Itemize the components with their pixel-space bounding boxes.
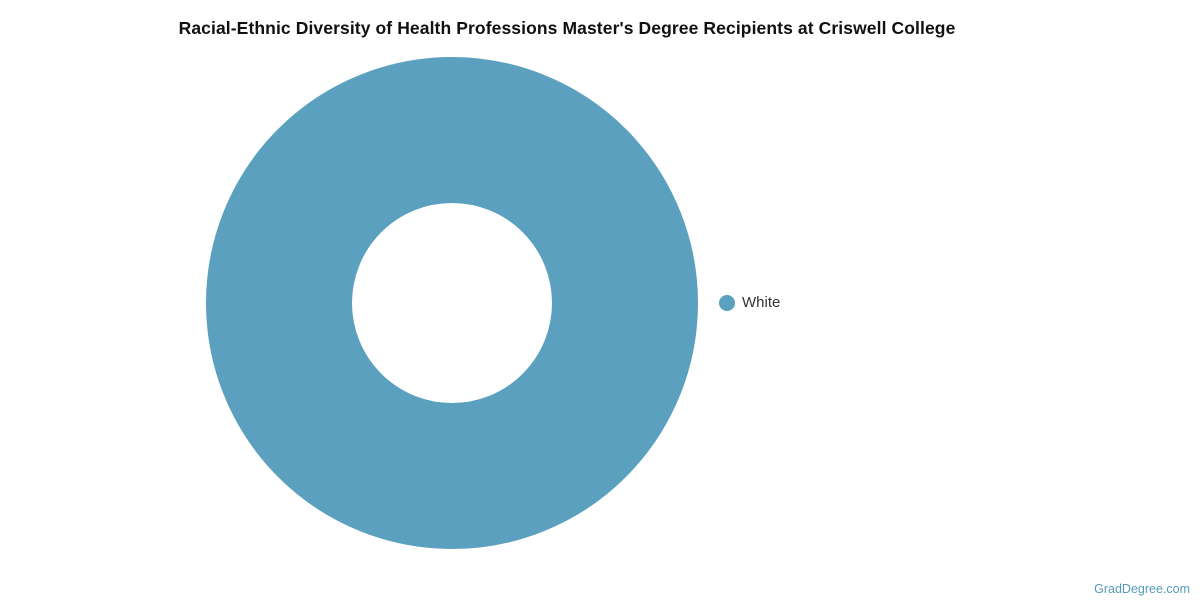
donut-chart xyxy=(206,57,698,549)
donut-svg xyxy=(206,57,698,549)
donut-slice-white[interactable] xyxy=(206,57,698,549)
legend-label[interactable]: White xyxy=(742,294,781,311)
watermark: GradDegree.com xyxy=(1094,582,1190,596)
legend-marker-icon[interactable] xyxy=(719,294,735,311)
legend: White xyxy=(719,294,780,311)
chart-title: Racial-Ethnic Diversity of Health Profes… xyxy=(178,18,956,38)
